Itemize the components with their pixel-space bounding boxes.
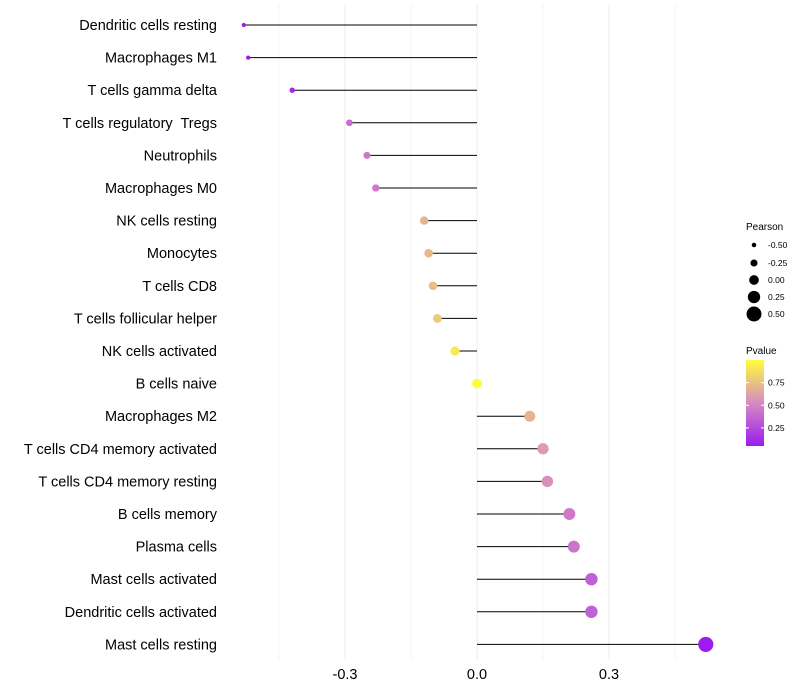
size-legend-key bbox=[751, 242, 757, 248]
y-label-macrophages-m1: Macrophages M1 bbox=[105, 51, 217, 67]
size-legend-label: 0.00 bbox=[768, 275, 785, 285]
y-label-t-cells-cd4-memory-activated: T cells CD4 memory activated bbox=[24, 442, 217, 458]
x-axis-ticks: -0.3 0.0 0.3 bbox=[333, 667, 620, 683]
point-b-cells-naive bbox=[472, 378, 482, 389]
y-label-nk-cells-resting: NK cells resting bbox=[116, 214, 217, 230]
color-legend-label: 0.75 bbox=[768, 378, 785, 388]
color-legend-label: 0.25 bbox=[768, 423, 785, 433]
size-legend-label: 0.25 bbox=[768, 292, 785, 302]
grid-lines bbox=[278, 4, 676, 660]
y-label-dendritic-cells-resting: Dendritic cells resting bbox=[79, 18, 217, 34]
lollipop-points bbox=[241, 22, 714, 652]
x-tick-label: -0.3 bbox=[333, 667, 358, 683]
color-legend: Pvalue 0.75 0.50 0.25 bbox=[746, 346, 785, 446]
point-neutrophils bbox=[363, 151, 371, 159]
point-macrophages-m2 bbox=[524, 410, 536, 422]
y-label-monocytes: Monocytes bbox=[147, 246, 217, 262]
point-t-cells-gamma-delta bbox=[289, 87, 295, 93]
color-legend-bar bbox=[746, 360, 764, 446]
y-label-t-cells-follicular-helper: T cells follicular helper bbox=[74, 311, 217, 327]
x-tick-label: 0.0 bbox=[467, 667, 487, 683]
y-label-t-cells-regulatory-tregs: T cells regulatory Tregs bbox=[63, 116, 217, 132]
point-dendritic-cells-resting bbox=[241, 22, 246, 28]
point-mast-cells-activated bbox=[585, 572, 598, 586]
point-t-cells-regulatory-tregs bbox=[346, 119, 353, 127]
color-legend-title: Pvalue bbox=[746, 346, 777, 357]
point-macrophages-m1 bbox=[246, 55, 251, 60]
y-label-neutrophils: Neutrophils bbox=[144, 148, 217, 164]
y-axis-labels: Dendritic cells resting Macrophages M1 T c… bbox=[24, 18, 218, 653]
point-b-cells-memory bbox=[563, 508, 576, 520]
point-plasma-cells bbox=[567, 540, 580, 553]
size-legend: Pearson -0.50 -0.25 0.00 0.25 0.50 bbox=[746, 222, 788, 322]
y-label-macrophages-m0: Macrophages M0 bbox=[105, 181, 217, 197]
y-label-nk-cells-activated: NK cells activated bbox=[102, 344, 217, 360]
point-t-cells-cd4-memory-resting bbox=[541, 475, 554, 488]
size-legend-key bbox=[746, 306, 762, 322]
y-label-mast-cells-activated: Mast cells activated bbox=[90, 572, 217, 588]
y-label-b-cells-naive: B cells naive bbox=[136, 377, 217, 393]
point-t-cells-cd8 bbox=[428, 281, 438, 291]
y-label-t-cells-cd4-memory-resting: T cells CD4 memory resting bbox=[38, 474, 217, 490]
y-label-t-cells-gamma-delta: T cells gamma delta bbox=[88, 83, 218, 99]
y-label-plasma-cells: Plasma cells bbox=[136, 540, 217, 556]
y-label-dendritic-cells-activated: Dendritic cells activated bbox=[65, 605, 217, 621]
x-tick-label: 0.3 bbox=[599, 667, 619, 683]
size-legend-label: 0.50 bbox=[768, 309, 785, 319]
color-legend-label: 0.50 bbox=[768, 400, 785, 410]
size-legend-key bbox=[747, 290, 761, 304]
point-macrophages-m0 bbox=[372, 184, 380, 192]
y-label-macrophages-m2: Macrophages M2 bbox=[105, 409, 217, 425]
point-nk-cells-resting bbox=[419, 216, 429, 225]
size-legend-title: Pearson bbox=[746, 222, 783, 233]
y-label-b-cells-memory: B cells memory bbox=[118, 507, 218, 523]
size-legend-key bbox=[749, 275, 759, 285]
y-label-mast-cells-resting: Mast cells resting bbox=[105, 637, 217, 653]
size-legend-label: -0.25 bbox=[768, 258, 788, 268]
point-t-cells-cd4-memory-activated bbox=[537, 443, 549, 455]
size-legend-key bbox=[750, 259, 758, 267]
point-dendritic-cells-activated bbox=[585, 605, 598, 619]
point-mast-cells-resting bbox=[698, 636, 714, 652]
point-t-cells-follicular-helper bbox=[433, 314, 442, 323]
point-monocytes bbox=[424, 248, 433, 258]
point-nk-cells-activated bbox=[450, 346, 460, 356]
lollipop-stems bbox=[243, 24, 706, 645]
size-legend-label: -0.50 bbox=[768, 240, 788, 250]
y-label-t-cells-cd8: T cells CD8 bbox=[142, 279, 217, 295]
